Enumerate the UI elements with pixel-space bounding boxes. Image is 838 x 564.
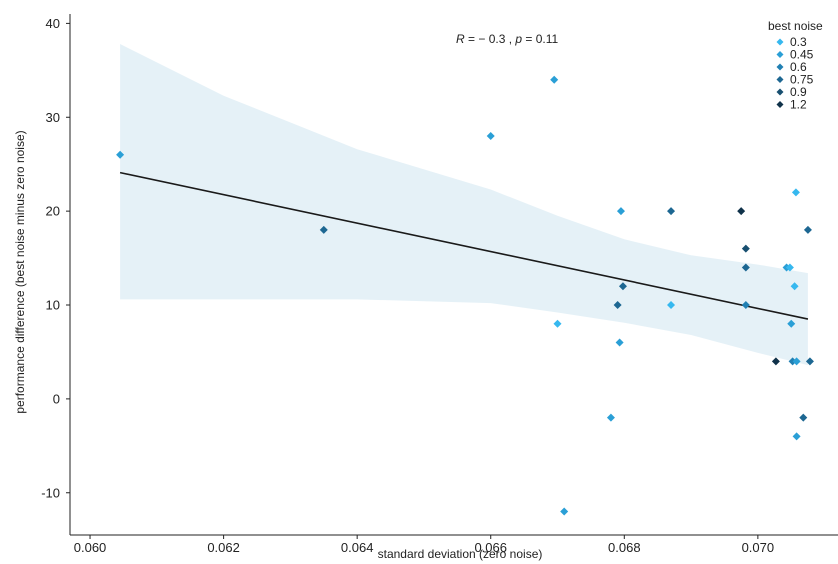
r-symbol: R <box>456 32 465 46</box>
legend-marker <box>776 63 784 71</box>
data-points-layer <box>116 75 814 516</box>
legend-marker <box>776 51 784 58</box>
legend-marker <box>776 88 784 96</box>
y-tick-label: 10 <box>46 298 60 313</box>
data-point <box>799 413 808 422</box>
data-point <box>791 188 800 197</box>
y-axis-title: performance difference (best noise minus… <box>13 130 27 413</box>
data-point <box>116 150 125 159</box>
data-point <box>771 357 780 366</box>
data-point <box>618 282 627 291</box>
r-value: = − 0.3 , <box>465 32 516 46</box>
legend: best noise 0.30.450.60.750.91.2 <box>768 19 823 112</box>
x-tick-label: 0.070 <box>742 540 775 555</box>
y-tick-label: 0 <box>53 391 60 406</box>
y-tick-label: -10 <box>41 485 60 500</box>
data-point <box>741 263 750 272</box>
axes <box>69 14 838 536</box>
y-tick-label: 20 <box>46 204 60 219</box>
regression-line <box>119 171 809 320</box>
legend-label: 1.2 <box>790 98 807 112</box>
confidence-band-layer <box>120 44 808 366</box>
legend-label: 0.6 <box>790 60 807 74</box>
y-tick-label: 30 <box>46 110 60 125</box>
data-point <box>319 225 328 234</box>
confidence-band <box>120 44 808 366</box>
p-symbol: p <box>514 32 522 46</box>
legend-marker <box>776 76 784 83</box>
x-tick-label: 0.068 <box>608 540 641 555</box>
legend-marker <box>776 101 784 108</box>
legend-label: 0.9 <box>790 85 807 99</box>
data-point <box>667 207 676 216</box>
data-point <box>737 207 746 216</box>
data-point <box>790 282 799 291</box>
legend-entries: 0.30.450.60.750.91.2 <box>776 35 814 112</box>
x-tick-label: 0.066 <box>474 540 507 555</box>
data-point <box>486 132 495 141</box>
y-tick-label: 40 <box>46 16 60 31</box>
x-tick-label: 0.060 <box>74 540 107 555</box>
data-point <box>667 301 676 310</box>
data-point <box>785 263 794 272</box>
data-point <box>615 338 624 347</box>
data-point <box>803 225 812 234</box>
x-tick-label: 0.062 <box>207 540 240 555</box>
x-tick-label: 0.064 <box>341 540 374 555</box>
data-point <box>560 507 569 516</box>
legend-title: best noise <box>768 19 823 33</box>
data-point <box>613 301 622 310</box>
data-point <box>616 207 625 216</box>
x-axis-title: standard deviation (zero noise) <box>378 547 543 561</box>
data-point <box>792 357 801 366</box>
legend-label: 0.45 <box>790 48 814 62</box>
regression-line-layer <box>119 171 809 320</box>
data-point <box>741 301 750 310</box>
data-point <box>741 244 750 253</box>
legend-marker <box>776 38 784 46</box>
correlation-annotation: R = − 0.3 , p = 0.11 <box>456 32 559 46</box>
data-point <box>788 357 797 366</box>
data-point <box>553 319 562 328</box>
data-point <box>787 319 796 328</box>
data-point <box>550 75 559 84</box>
data-point <box>805 357 814 366</box>
p-value: = 0.11 <box>522 32 558 46</box>
legend-label: 0.3 <box>790 35 807 49</box>
legend-label: 0.75 <box>790 73 814 87</box>
data-point <box>606 413 615 422</box>
ticks-layer: 0.060 0.062 0.064 0.066 0.068 0.070 -10 0 10 20 30… <box>41 16 774 555</box>
data-point <box>792 432 801 441</box>
